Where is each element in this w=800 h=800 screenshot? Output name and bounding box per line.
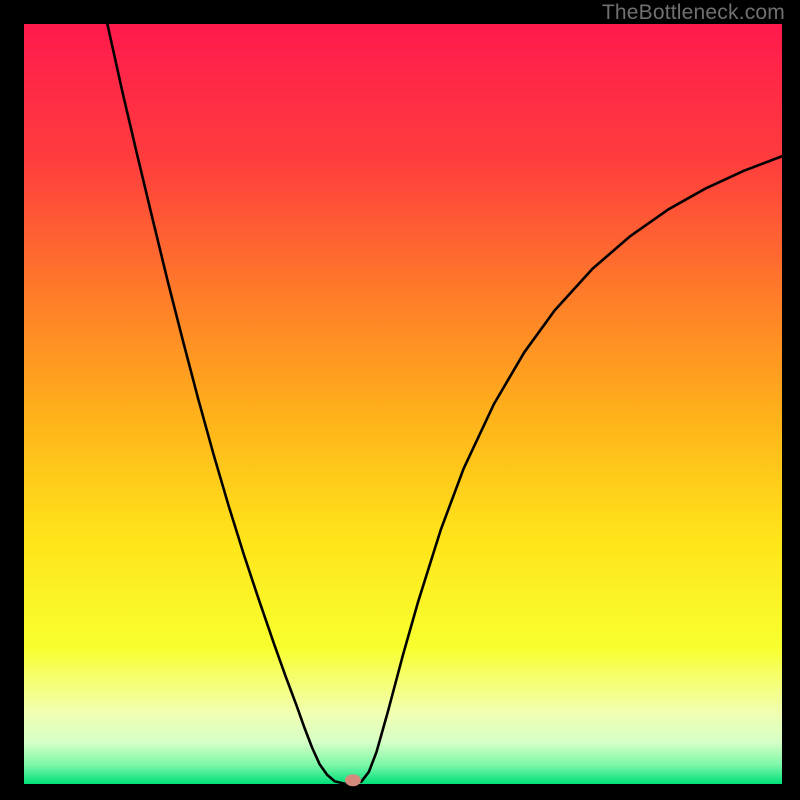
watermark-text: TheBottleneck.com	[602, 1, 785, 25]
stage: TheBottleneck.com	[0, 0, 800, 800]
bottleneck-chart	[0, 0, 800, 800]
plot-background	[24, 24, 782, 784]
optimum-marker	[345, 774, 361, 786]
